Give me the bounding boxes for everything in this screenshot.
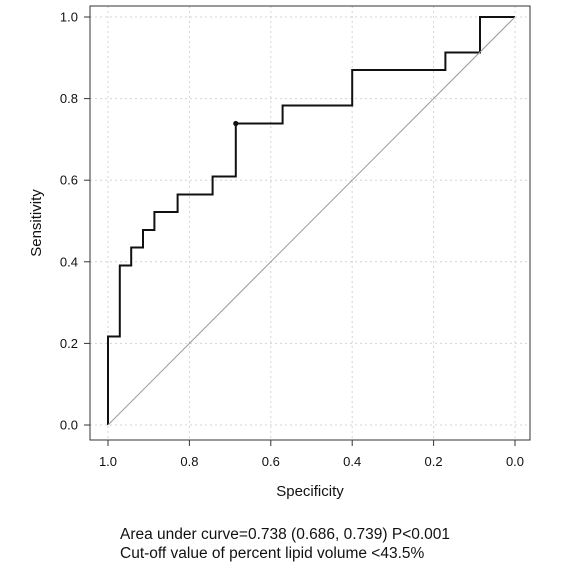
y-tick-label: 0.6 <box>60 173 78 188</box>
x-tick-label: 0.2 <box>425 454 443 469</box>
y-tick-label: 0.8 <box>60 91 78 106</box>
x-tick-label: 0.6 <box>262 454 280 469</box>
x-tick-label: 0.0 <box>506 454 524 469</box>
x-axis-title: Specificity <box>276 483 344 500</box>
y-tick-label: 0.0 <box>60 418 78 433</box>
y-axis-title: Sensitivity <box>28 189 45 257</box>
auc-annotation: Area under curve=0.738 (0.686, 0.739) P<… <box>120 526 451 543</box>
y-tick-label: 1.0 <box>60 10 78 25</box>
y-tick-label: 0.4 <box>60 254 78 269</box>
cutoff-point-marker <box>233 120 239 127</box>
y-tick-label: 0.2 <box>60 336 78 351</box>
x-tick-label: 0.8 <box>180 454 198 469</box>
x-tick-label: 1.0 <box>99 454 117 469</box>
reference-diagonal-line <box>107 16 516 426</box>
plot-frame <box>89 5 531 441</box>
cutoff-annotation: Cut-off value of percent lipid volume <4… <box>120 545 425 562</box>
roc-curve-line <box>107 16 515 425</box>
x-tick-label: 0.4 <box>343 454 361 469</box>
